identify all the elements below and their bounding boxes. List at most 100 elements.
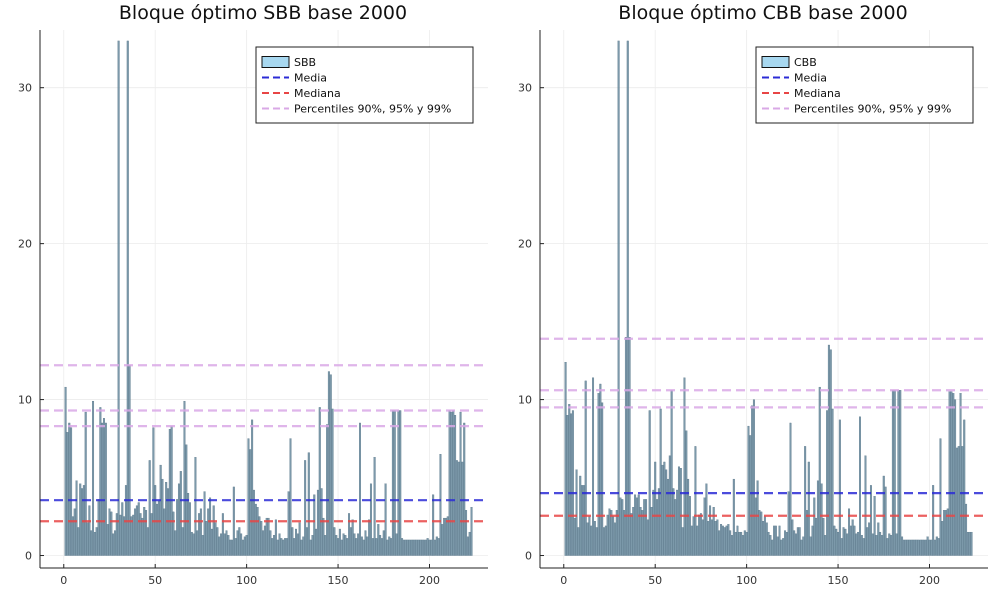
bar — [624, 337, 627, 556]
bar — [784, 530, 787, 556]
y-tick-label: 0 — [525, 550, 532, 563]
bar — [816, 480, 819, 556]
bar — [716, 519, 719, 556]
bar — [103, 418, 105, 556]
bar — [86, 522, 89, 556]
bar — [670, 390, 673, 556]
bar — [452, 410, 455, 556]
bar — [148, 460, 151, 556]
bar — [201, 535, 204, 556]
bar — [635, 497, 638, 556]
bar — [895, 533, 898, 556]
bar — [419, 539, 422, 556]
bar — [377, 524, 380, 556]
bar — [933, 539, 936, 556]
bar — [822, 517, 825, 556]
bar — [690, 525, 693, 556]
bar — [236, 530, 239, 556]
bar — [430, 539, 433, 556]
bar — [75, 480, 78, 556]
bar — [714, 521, 717, 556]
x-tick-label: 100 — [736, 574, 757, 587]
bar — [747, 425, 750, 556]
bar — [212, 505, 215, 556]
bar — [108, 508, 111, 556]
x-tick-label: 50 — [648, 574, 662, 587]
bar — [915, 539, 918, 556]
bar — [829, 349, 832, 556]
bar — [384, 483, 387, 556]
bar — [298, 522, 301, 556]
bar — [902, 539, 905, 556]
x-tick-label: 200 — [919, 574, 940, 587]
bar — [952, 393, 955, 556]
bar — [181, 527, 184, 556]
bar — [838, 419, 841, 556]
bar — [327, 371, 330, 556]
bar — [577, 527, 580, 556]
bar — [663, 461, 666, 556]
bar — [795, 533, 797, 556]
bar — [465, 510, 468, 556]
bar — [802, 536, 805, 556]
bar — [595, 527, 598, 556]
bar — [667, 478, 669, 556]
bar — [793, 530, 796, 556]
legend-swatch — [261, 56, 290, 68]
bar — [851, 519, 854, 556]
bar — [402, 539, 405, 556]
bar — [926, 536, 929, 556]
bar — [860, 535, 863, 556]
bar — [785, 531, 788, 556]
bar — [584, 380, 587, 556]
bar — [333, 527, 336, 556]
bar — [776, 536, 779, 556]
bar — [444, 517, 447, 556]
bar — [412, 539, 415, 556]
bar — [397, 410, 400, 556]
bar — [626, 40, 629, 556]
bar — [751, 405, 754, 556]
bar — [337, 538, 340, 556]
bar — [165, 482, 168, 556]
bar — [687, 478, 690, 556]
bar — [763, 516, 766, 556]
bar — [648, 410, 651, 556]
bar — [948, 391, 951, 556]
bar — [263, 525, 266, 556]
bar — [123, 516, 126, 556]
bar — [331, 408, 334, 556]
bar — [459, 411, 462, 556]
bar — [128, 365, 131, 556]
bar — [921, 539, 924, 556]
bar — [613, 522, 616, 556]
bar — [721, 525, 724, 556]
bar — [106, 524, 109, 556]
bar — [90, 530, 93, 556]
bar — [919, 539, 922, 556]
bar — [637, 494, 640, 556]
bar — [335, 535, 338, 556]
bar — [130, 516, 133, 556]
bar — [423, 539, 425, 556]
bar — [137, 502, 140, 556]
bar — [957, 446, 960, 556]
bar — [391, 410, 394, 556]
bar — [699, 513, 702, 556]
bar — [390, 538, 393, 556]
bar — [225, 530, 228, 556]
bar — [238, 527, 241, 556]
bar — [271, 538, 274, 556]
bar — [570, 413, 573, 556]
bar — [145, 510, 148, 556]
bar — [623, 510, 626, 556]
bar — [141, 517, 144, 556]
bar — [229, 539, 232, 556]
bar — [965, 503, 968, 556]
bar — [800, 539, 803, 556]
x-tick-label: 0 — [560, 574, 567, 587]
bar — [214, 522, 217, 556]
bar — [827, 344, 830, 556]
bar — [676, 489, 679, 556]
bar — [196, 530, 199, 556]
